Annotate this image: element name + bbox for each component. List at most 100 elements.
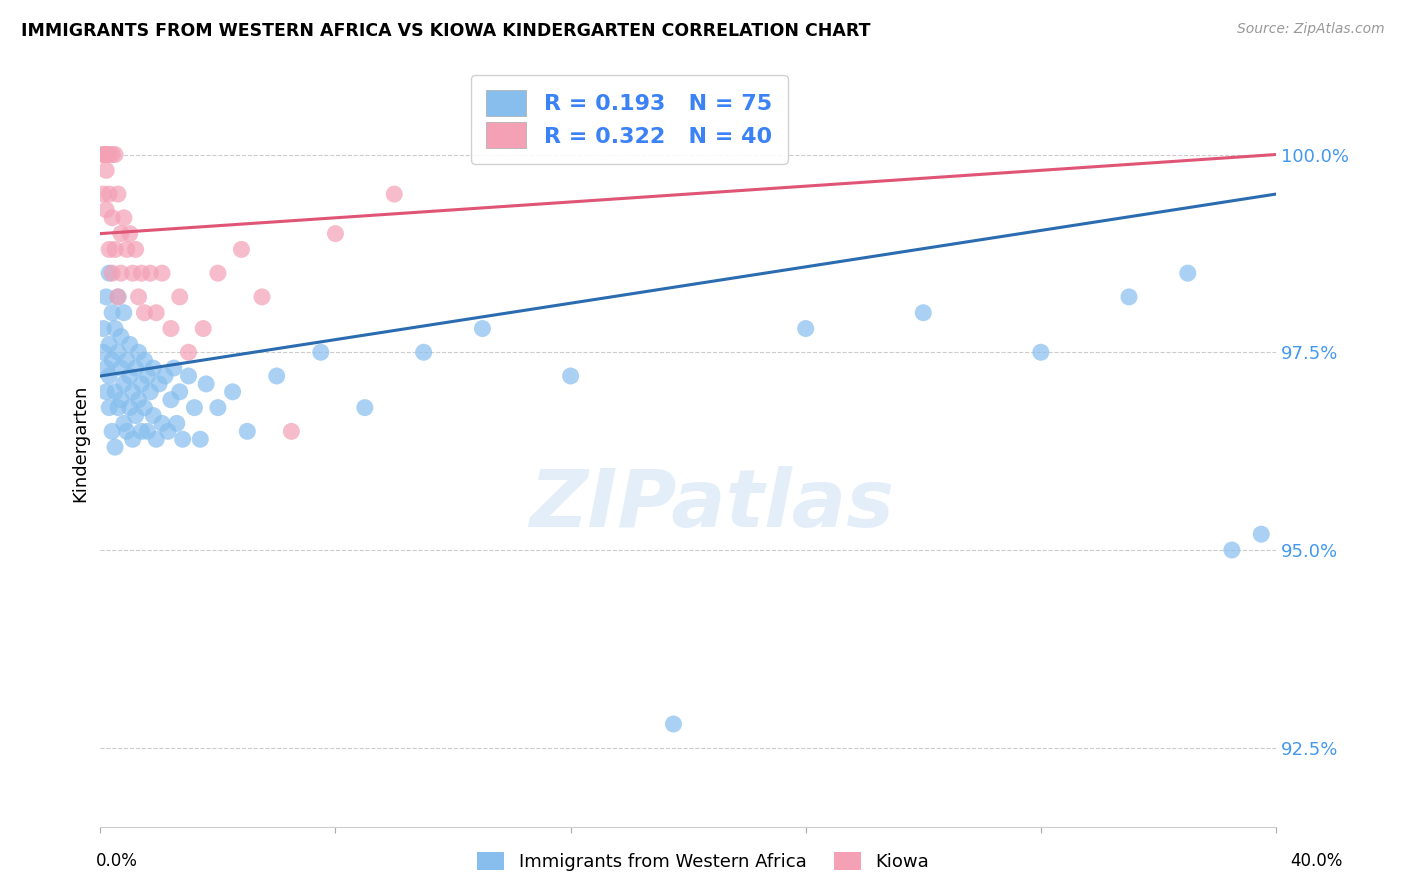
Point [134, 306, 156, 320]
Point [1250, 527, 1272, 541]
Point [471, 321, 494, 335]
Point [101, 425, 124, 439]
Point [142, 409, 165, 423]
Point [98, 266, 121, 280]
Point [104, 384, 127, 399]
Point [136, 425, 159, 439]
Point [101, 147, 124, 161]
Point [131, 266, 153, 280]
Point [115, 425, 138, 439]
Point [150, 417, 173, 431]
Point [118, 401, 141, 415]
Point [124, 361, 146, 376]
Point [121, 432, 143, 446]
Point [160, 321, 183, 335]
Point [169, 384, 191, 399]
Point [101, 306, 124, 320]
Point [221, 384, 243, 399]
Point [110, 329, 132, 343]
Point [110, 266, 132, 280]
Point [266, 369, 288, 384]
Point [169, 290, 191, 304]
Point [124, 409, 146, 423]
Point [98, 147, 121, 161]
Point [412, 345, 434, 359]
Text: 40.0%: 40.0% [1291, 852, 1343, 870]
Point [139, 384, 162, 399]
Point [145, 432, 167, 446]
Point [193, 321, 215, 335]
Point [101, 266, 124, 280]
Text: 0.0%: 0.0% [96, 852, 138, 870]
Point [124, 243, 146, 257]
Point [142, 361, 165, 376]
Text: IMMIGRANTS FROM WESTERN AFRICA VS KIOWA KINDERGARTEN CORRELATION CHART: IMMIGRANTS FROM WESTERN AFRICA VS KIOWA … [21, 22, 870, 40]
Point [107, 345, 129, 359]
Point [96, 361, 118, 376]
Legend: Immigrants from Western Africa, Kiowa: Immigrants from Western Africa, Kiowa [470, 845, 936, 879]
Legend: R = 0.193   N = 75, R = 0.322   N = 40: R = 0.193 N = 75, R = 0.322 N = 40 [471, 75, 787, 163]
Point [560, 369, 582, 384]
Text: Source: ZipAtlas.com: Source: ZipAtlas.com [1237, 22, 1385, 37]
Point [107, 187, 129, 202]
Point [131, 376, 153, 391]
Point [163, 361, 186, 376]
Point [96, 202, 118, 217]
Point [325, 227, 347, 241]
Point [91, 187, 114, 202]
Point [110, 227, 132, 241]
Point [166, 417, 188, 431]
Point [112, 417, 135, 431]
Point [309, 345, 332, 359]
Point [118, 369, 141, 384]
Point [794, 321, 817, 335]
Point [110, 361, 132, 376]
Text: ZIPatlas: ZIPatlas [529, 466, 894, 543]
Point [1220, 543, 1243, 558]
Point [91, 321, 114, 335]
Point [101, 211, 124, 225]
Point [382, 187, 405, 202]
Point [112, 306, 135, 320]
Point [153, 369, 176, 384]
Point [96, 163, 118, 178]
Point [118, 227, 141, 241]
Point [1029, 345, 1052, 359]
Point [207, 266, 229, 280]
Point [98, 401, 121, 415]
Point [91, 345, 114, 359]
Point [121, 384, 143, 399]
Point [115, 243, 138, 257]
Point [188, 432, 211, 446]
Point [150, 266, 173, 280]
Point [96, 384, 118, 399]
Point [112, 376, 135, 391]
Point [145, 306, 167, 320]
Point [172, 432, 194, 446]
Y-axis label: Kindergarten: Kindergarten [72, 384, 89, 502]
Point [115, 353, 138, 368]
Point [98, 243, 121, 257]
Point [1118, 290, 1140, 304]
Point [662, 717, 685, 731]
Point [139, 266, 162, 280]
Point [128, 392, 150, 407]
Point [98, 337, 121, 351]
Point [128, 290, 150, 304]
Point [101, 353, 124, 368]
Point [110, 392, 132, 407]
Point [148, 376, 170, 391]
Point [280, 425, 302, 439]
Point [160, 392, 183, 407]
Point [236, 425, 259, 439]
Point [354, 401, 377, 415]
Point [91, 147, 114, 161]
Point [104, 440, 127, 454]
Point [98, 369, 121, 384]
Point [96, 290, 118, 304]
Point [177, 345, 200, 359]
Point [195, 376, 218, 391]
Point [121, 266, 143, 280]
Point [96, 147, 118, 161]
Point [98, 187, 121, 202]
